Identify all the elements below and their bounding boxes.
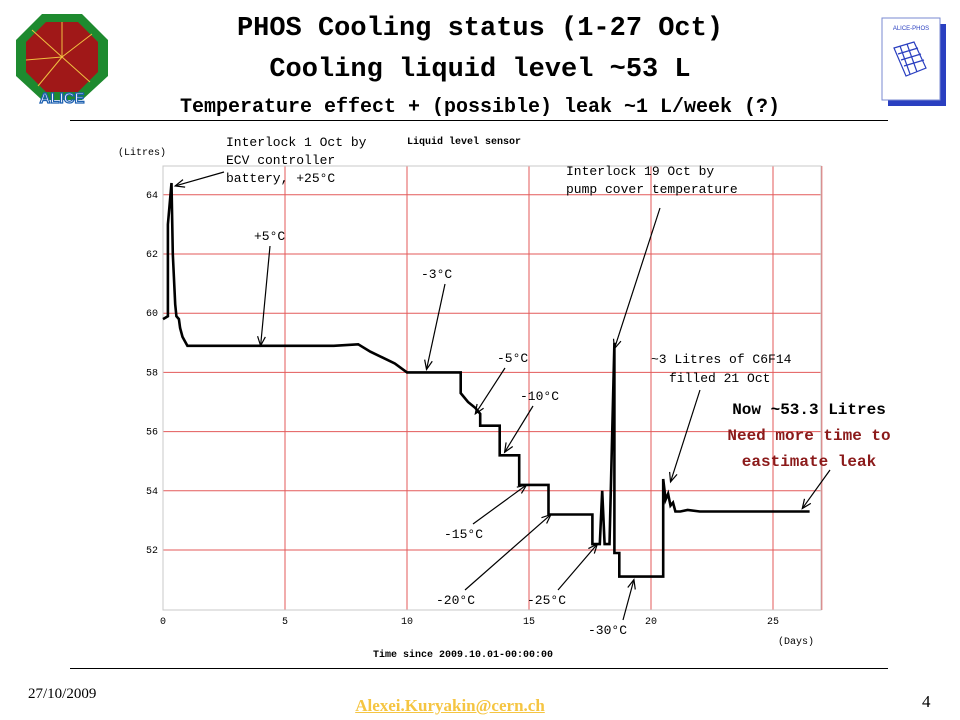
x-tick-label: 25 bbox=[767, 617, 779, 628]
chart-grid bbox=[162, 166, 823, 611]
x-tick-label: 10 bbox=[401, 617, 413, 628]
x-axis-label: Time since 2009.10.01-00:00:00 bbox=[373, 649, 553, 661]
tick-labels: 0 5 10 15 20 25 52 54 56 58 60 62 64 bbox=[146, 191, 779, 628]
arrow-minus3 bbox=[424, 283, 446, 371]
x-axis-unit: (Days) bbox=[778, 636, 814, 648]
annotation-interlock-19-oct: Interlock 19 Oct by pump cover temperatu… bbox=[566, 164, 738, 197]
annotation-interlock-1-oct: Interlock 1 Oct by ECV controller batter… bbox=[226, 135, 367, 186]
phos-logo-text: ALICE-PHOS bbox=[893, 26, 929, 32]
phos-logo: ALICE-PHOS bbox=[881, 17, 946, 106]
arrow-now bbox=[801, 469, 831, 510]
arrow-refill bbox=[669, 389, 701, 484]
slide-title: PHOS Cooling status (1-27 Oct) bbox=[236, 14, 724, 44]
footer-email-link[interactable]: Alexei.Kuryakin@cern.ch bbox=[355, 696, 545, 715]
annotation-minus25: -25°C bbox=[527, 593, 566, 608]
arrow-minus10 bbox=[503, 405, 534, 454]
annotation-plus5: +5°C bbox=[254, 229, 285, 244]
x-tick-label: 5 bbox=[282, 617, 288, 628]
arrow-interlock-19 bbox=[612, 207, 661, 351]
arrow-minus20 bbox=[464, 513, 553, 591]
x-tick-label: 0 bbox=[160, 617, 166, 628]
annotation-now-line1: Now ~53.3 Litres bbox=[732, 401, 886, 419]
annotation-now: Now ~53.3 Litres Need more time to easti… bbox=[727, 401, 890, 471]
arrow-interlock-1 bbox=[173, 171, 225, 188]
arrow-minus15 bbox=[472, 483, 528, 525]
x-tick-label: 15 bbox=[523, 617, 535, 628]
slide-subtitle-2: Temperature effect + (possible) leak ~1 … bbox=[179, 96, 781, 119]
y-tick-label: 64 bbox=[146, 191, 158, 202]
annotation-minus20: -20°C bbox=[436, 593, 475, 608]
footer-divider bbox=[70, 668, 888, 669]
y-tick-label: 56 bbox=[146, 428, 158, 439]
chart-title: Liquid level sensor bbox=[407, 136, 521, 148]
page-number: 4 bbox=[922, 692, 931, 711]
annotation-minus30: -30°C bbox=[588, 623, 627, 638]
arrow-plus5 bbox=[257, 245, 271, 348]
header-divider bbox=[70, 120, 888, 121]
annotation-now-line3: eastimate leak bbox=[742, 453, 877, 471]
plot-frame bbox=[162, 165, 822, 611]
annotation-interlock-19-line2: pump cover temperature bbox=[566, 182, 738, 197]
arrow-minus30 bbox=[622, 578, 636, 621]
arrow-minus5 bbox=[474, 367, 506, 416]
x-tick-label: 20 bbox=[645, 617, 657, 628]
y-tick-label: 62 bbox=[146, 250, 158, 261]
annotation-refill-line1: ~3 Litres of C6F14 bbox=[651, 352, 792, 367]
alice-logo: ALICE bbox=[16, 14, 108, 106]
annotation-interlock-1-line1: Interlock 1 Oct by bbox=[226, 135, 367, 150]
annotation-minus15: -15°C bbox=[444, 527, 483, 542]
annotation-interlock-19-line1: Interlock 19 Oct by bbox=[566, 164, 714, 179]
y-tick-label: 54 bbox=[146, 487, 158, 498]
phos-module-icon bbox=[893, 41, 927, 77]
annotation-minus3: -3°C bbox=[421, 267, 452, 282]
annotation-refill-21-oct: ~3 Litres of C6F14 filled 21 Oct bbox=[651, 352, 792, 386]
y-tick-label: 60 bbox=[146, 309, 158, 320]
arrow-minus25 bbox=[557, 542, 599, 591]
y-tick-label: 58 bbox=[146, 368, 158, 379]
annotation-minus10: -10°C bbox=[520, 389, 559, 404]
alice-logo-text: ALICE bbox=[40, 90, 85, 106]
annotation-interlock-1-line2: ECV controller bbox=[226, 153, 335, 168]
footer-date: 27/10/2009 bbox=[28, 686, 97, 702]
annotation-arrows bbox=[173, 171, 831, 621]
annotation-refill-line2: filled 21 Oct bbox=[669, 371, 770, 386]
y-tick-label: 52 bbox=[146, 546, 158, 557]
annotation-minus5: -5°C bbox=[497, 351, 528, 366]
annotation-interlock-1-line3: battery, +25°C bbox=[226, 171, 335, 186]
slide-subtitle: Cooling liquid level ~53 L bbox=[269, 55, 691, 85]
liquid-level-series bbox=[162, 182, 810, 578]
annotation-now-line2: Need more time to bbox=[727, 427, 890, 445]
y-axis-label: (Litres) bbox=[118, 147, 166, 159]
